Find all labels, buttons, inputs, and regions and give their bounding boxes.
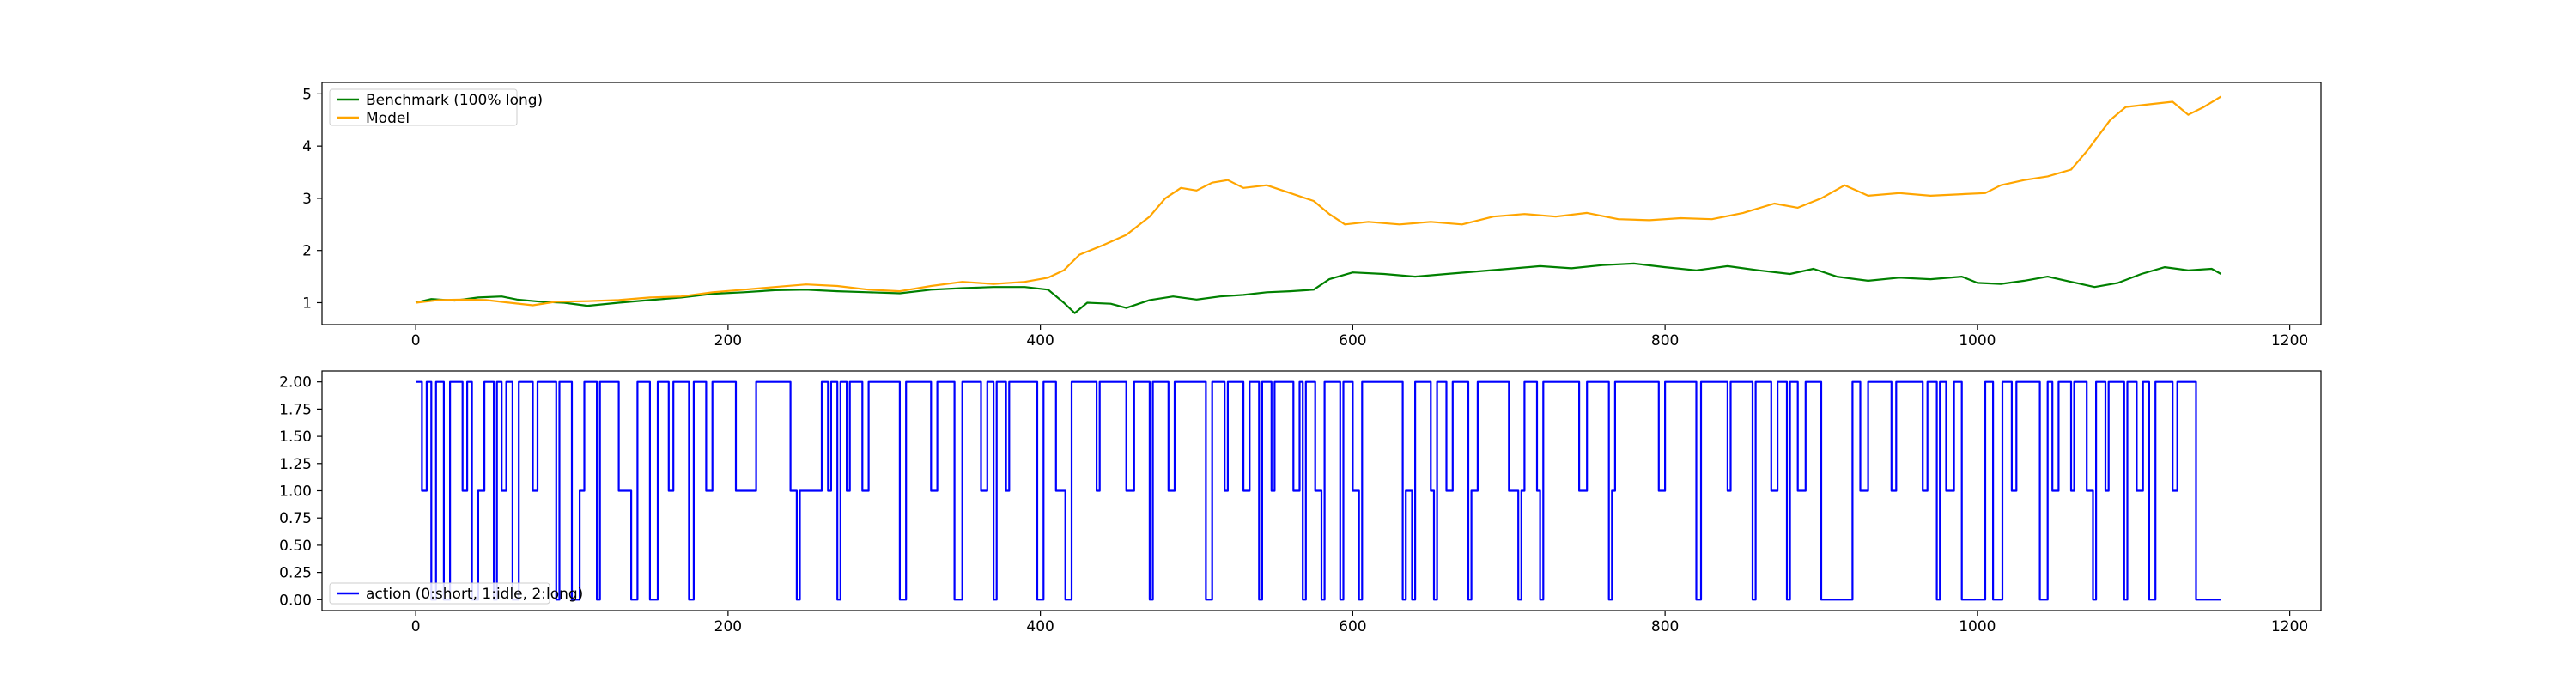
y-tick-label: 0.50	[279, 538, 312, 555]
x-tick-label: 200	[714, 618, 742, 635]
x-tick-label: 1200	[2271, 332, 2308, 350]
x-tick-label: 1200	[2271, 618, 2308, 635]
y-tick-label: 1	[302, 295, 312, 312]
x-tick-label: 1000	[1959, 618, 1996, 635]
x-tick-label: 200	[714, 332, 742, 350]
legend: action (0:short, 1:idle, 2:long)	[329, 582, 583, 605]
series-line-0-0	[415, 262, 2222, 314]
legend-box	[329, 88, 518, 126]
y-tick-label: 3	[302, 191, 312, 208]
x-tick-label: 600	[1339, 618, 1366, 635]
x-tick-label: 0	[411, 618, 421, 635]
legend-box	[329, 582, 550, 605]
y-tick-label: 2.00	[279, 374, 312, 392]
top-chart-panel: 0 200 400 600 800 1000 1200 1 2 3 4 5 Benchmark (100…	[302, 82, 2322, 350]
series-line-1-0	[416, 380, 2221, 601]
y-tick-label: 1.75	[279, 401, 312, 418]
legend-label-0: action (0:short, 1:idle, 2:long)	[366, 586, 583, 603]
x-tick-label: 400	[1026, 618, 1054, 635]
y-tick-label: 0.00	[279, 592, 312, 609]
y-tick-label: 1.00	[279, 483, 312, 501]
y-tick-label: 1.50	[279, 429, 312, 446]
y-tick-label: 0.25	[279, 565, 312, 582]
bottom-chart-panel: 0 200 400 600 800 1000 1200 0.00 0.25 0.50 0.75 1.0…	[279, 370, 2322, 635]
series-line-0-1	[415, 95, 2222, 307]
axes-frame	[321, 82, 2322, 325]
legend: Benchmark (100% long)Model	[329, 88, 543, 127]
y-tick-label: 1.25	[279, 456, 312, 473]
x-tick-label: 0	[411, 332, 421, 350]
legend-label-1: Model	[366, 110, 410, 127]
x-tick-label: 800	[1651, 332, 1679, 350]
x-tick-label: 400	[1026, 332, 1054, 350]
y-tick-label: 4	[302, 138, 312, 155]
x-tick-label: 1000	[1959, 332, 1996, 350]
y-tick-label: 0.75	[279, 510, 312, 527]
x-tick-label: 600	[1339, 332, 1366, 350]
x-tick-label: 800	[1651, 618, 1679, 635]
y-tick-label: 5	[302, 86, 312, 103]
y-tick-label: 2	[302, 243, 312, 260]
legend-label-0: Benchmark (100% long)	[366, 92, 543, 109]
